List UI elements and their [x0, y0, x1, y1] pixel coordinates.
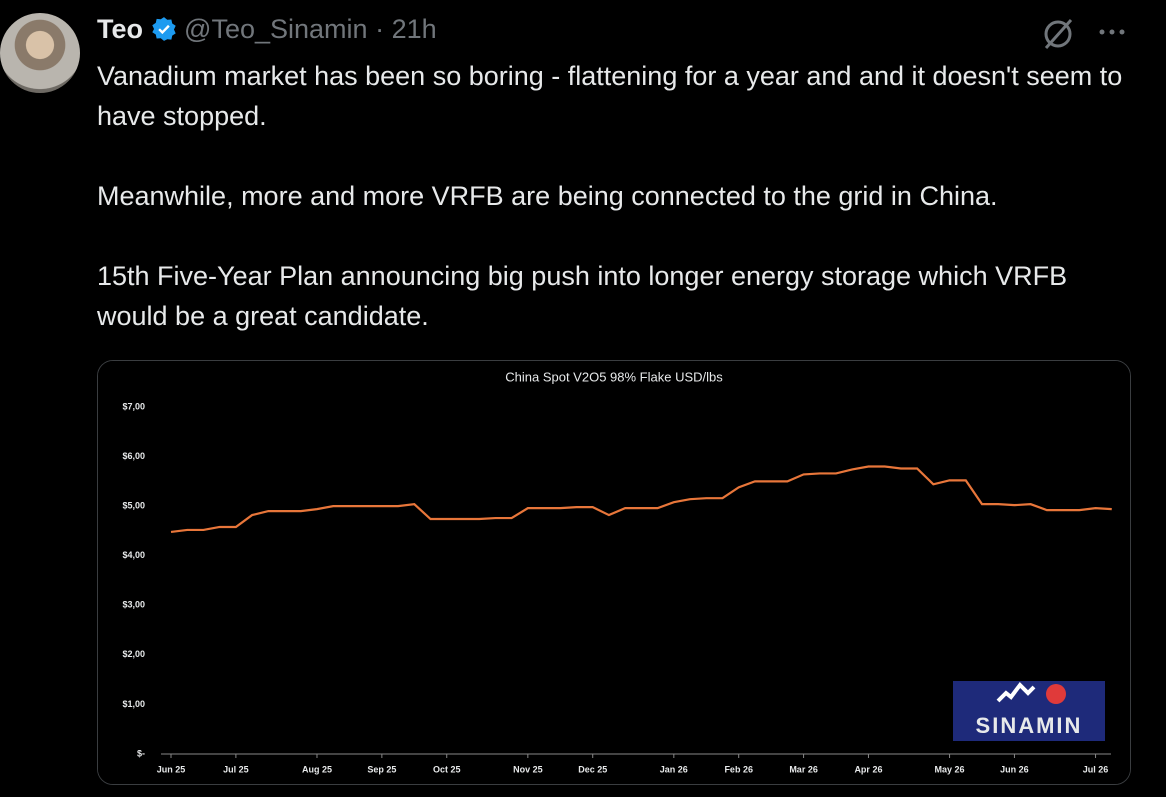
avatar[interactable]: [0, 13, 80, 93]
media-card[interactable]: China Spot V2O5 98% Flake USD/lbs SINAMI…: [97, 360, 1131, 785]
y-tick-label: $2,00: [122, 649, 145, 659]
chart-title: China Spot V2O5 98% Flake USD/lbs: [505, 369, 723, 384]
tweet-text: Vanadium market has been so boring - fla…: [97, 56, 1127, 376]
y-tick-label: $3,00: [122, 600, 145, 610]
x-tick-label: Feb 26: [724, 764, 753, 774]
tweet-header: Teo @Teo_Sinamin · 21h: [97, 14, 437, 45]
more-icon[interactable]: [1097, 22, 1127, 42]
x-tick-label: Sep 25: [367, 764, 396, 774]
paragraph: Vanadium market has been so boring - fla…: [97, 61, 1123, 131]
paragraph: 15th Five-Year Plan announcing big push …: [97, 261, 1068, 331]
x-tick-label: Nov 25: [513, 764, 543, 774]
x-tick-label: Mar 26: [789, 764, 818, 774]
x-tick-label: Jul 26: [1083, 764, 1109, 774]
logo-sun: [1046, 684, 1066, 704]
x-tick-label: Jun 25: [157, 764, 186, 774]
x-tick-label: Oct 25: [433, 764, 461, 774]
logo-mountains: [996, 681, 1036, 703]
grok-icon[interactable]: [1040, 16, 1076, 52]
x-tick-label: Jan 26: [660, 764, 688, 774]
verified-badge: [151, 17, 176, 41]
x-tick-label: Jun 26: [1000, 764, 1029, 774]
timestamp[interactable]: 21h: [391, 14, 437, 44]
x-tick-label: May 26: [935, 764, 965, 774]
y-tick-label: $5,00: [122, 501, 145, 511]
y-tick-label: $7,00: [122, 401, 145, 411]
chart: China Spot V2O5 98% Flake USD/lbs SINAMI…: [98, 361, 1130, 784]
logo-text: SINAMIN: [976, 713, 1083, 738]
author-name[interactable]: Teo: [97, 14, 143, 44]
paragraph: Meanwhile, more and more VRFB are being …: [97, 181, 998, 211]
y-tick-label: $1,00: [122, 699, 145, 709]
y-tick-label: $4,00: [122, 550, 145, 560]
x-tick-label: Aug 25: [302, 764, 332, 774]
y-tick-label: $6,00: [122, 451, 145, 461]
x-tick-label: Apr 26: [854, 764, 882, 774]
x-tick-label: Jul 25: [223, 764, 249, 774]
x-tick-label: Dec 25: [578, 764, 607, 774]
separator: ·: [375, 14, 385, 44]
y-tick-label: $-: [137, 748, 145, 758]
handle[interactable]: @Teo_Sinamin: [184, 14, 368, 44]
line-series: [170, 465, 1112, 534]
